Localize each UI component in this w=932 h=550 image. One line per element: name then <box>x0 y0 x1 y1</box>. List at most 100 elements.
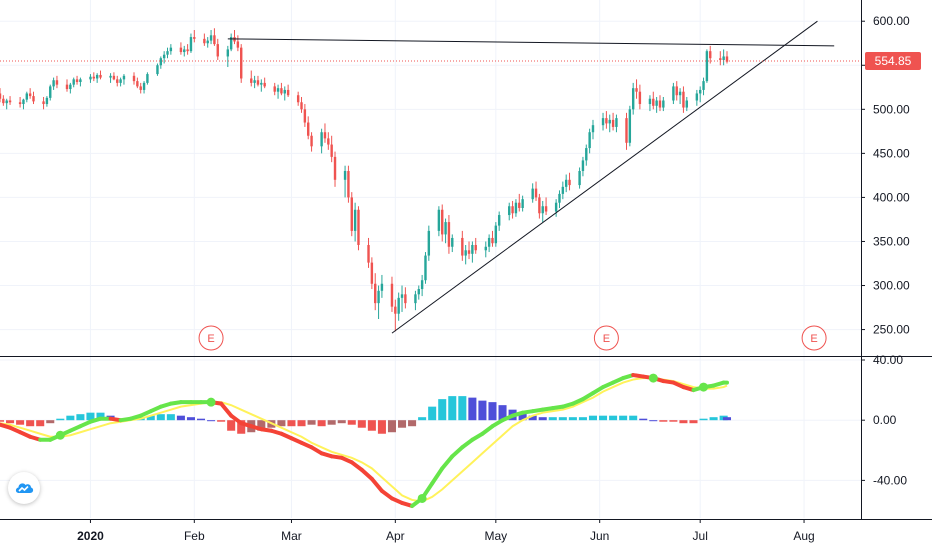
candle-down <box>652 98 655 106</box>
macd-histogram-bar <box>619 415 628 421</box>
candle-up <box>615 118 618 127</box>
macd-histogram-bar <box>327 420 336 425</box>
candle-up <box>591 125 595 133</box>
candle-down <box>568 179 571 186</box>
macd-histogram-bar <box>659 420 668 422</box>
macd-histogram-bar <box>166 414 175 421</box>
candle-up <box>494 225 498 244</box>
macd-tick-label: 0.00 <box>873 413 897 427</box>
macd-histogram-bar <box>36 420 45 427</box>
time-tick-label: Jul <box>693 529 708 543</box>
macd-histogram-bar <box>629 415 638 421</box>
price-tick-label: 300.00 <box>873 279 910 293</box>
macd-histogram-bar <box>639 418 648 421</box>
candle-up <box>253 80 256 83</box>
macd-line-segment <box>369 476 384 493</box>
earnings-marker-label: E <box>207 333 214 345</box>
candle-up <box>417 289 420 295</box>
candle-down <box>474 244 477 251</box>
candle-down <box>538 197 541 214</box>
macd-histogram-bar <box>398 420 407 428</box>
signal-line <box>0 377 728 503</box>
candle-up <box>169 47 173 52</box>
macd-histogram-bar <box>56 418 65 421</box>
macd-histogram-bar <box>227 420 236 431</box>
macd-line-segment <box>430 466 445 486</box>
macd-line-segment <box>440 454 455 471</box>
time-tick-label: Mar <box>281 529 302 543</box>
candle-up <box>189 37 193 52</box>
candle-up <box>119 79 122 83</box>
candle-down <box>216 44 219 57</box>
candle-up <box>628 109 632 143</box>
candle-down <box>323 132 327 139</box>
candle-up <box>588 132 591 149</box>
candle-up <box>662 100 665 108</box>
macd-line-segment <box>480 424 495 436</box>
candle-down <box>92 76 96 79</box>
macd-histogram-bar <box>387 420 396 433</box>
candle-up <box>45 97 49 105</box>
candle-up <box>283 89 286 94</box>
candle-up <box>400 294 404 298</box>
candle-down <box>116 79 119 83</box>
macd-histogram-bar <box>377 420 386 434</box>
macd-histogram-bar <box>518 412 527 421</box>
earnings-marker <box>593 325 619 351</box>
macd-histogram-bar <box>528 415 537 421</box>
candle-down <box>310 135 313 147</box>
macd-histogram-bar <box>277 420 286 427</box>
macd-line-segment <box>359 467 374 481</box>
candle-up <box>508 206 511 216</box>
candle-up <box>487 237 491 247</box>
candle-up <box>206 40 209 44</box>
macd-histogram-bar <box>438 399 447 421</box>
candle-down <box>75 79 79 83</box>
candle-up <box>705 51 709 82</box>
macd-histogram-bar <box>468 397 477 421</box>
resistance-trendline <box>227 38 835 47</box>
candle-down <box>709 51 712 59</box>
macd-histogram-bar <box>689 420 698 424</box>
candle-down <box>605 118 608 124</box>
tradingview-logo-button[interactable] <box>8 472 40 504</box>
candle-down <box>544 206 548 212</box>
macd-histogram-bar <box>96 412 105 421</box>
candle-up <box>397 297 400 314</box>
candle-up <box>451 237 454 247</box>
macd-histogram-bar <box>588 415 598 421</box>
candle-down <box>658 100 662 108</box>
candle-down <box>2 98 5 104</box>
time-tick-label: Feb <box>184 529 205 543</box>
macd-histogram-bar <box>558 417 567 421</box>
candle-up <box>497 215 501 226</box>
macd-histogram-bar <box>669 420 678 422</box>
candle-down <box>461 237 464 256</box>
macd-histogram-bar <box>428 406 437 421</box>
candle-up <box>554 202 558 212</box>
candle-down <box>491 237 494 244</box>
candle-down <box>511 206 514 214</box>
last-price-tag-label: 554.85 <box>875 54 912 68</box>
candle-down <box>327 138 330 145</box>
bullish-cross-dot <box>417 493 427 503</box>
bullish-cross-dot <box>55 430 65 440</box>
macd-line-segment <box>379 488 394 501</box>
candle-up <box>561 186 565 194</box>
candle-up <box>22 99 25 105</box>
candle-up <box>142 82 146 90</box>
macd-histogram-bar <box>458 396 467 421</box>
candle-up <box>209 35 213 41</box>
macd-tick-label: -40.00 <box>873 473 907 487</box>
macd-histogram-bar <box>448 396 457 421</box>
candle-down <box>394 306 397 314</box>
candle-up <box>414 294 417 304</box>
grid <box>0 0 861 518</box>
candle-down <box>179 47 183 53</box>
candle-down <box>65 84 69 90</box>
macd-histogram-bar <box>609 415 618 421</box>
candle-up <box>380 283 384 291</box>
macd-histogram-bar <box>207 420 216 422</box>
